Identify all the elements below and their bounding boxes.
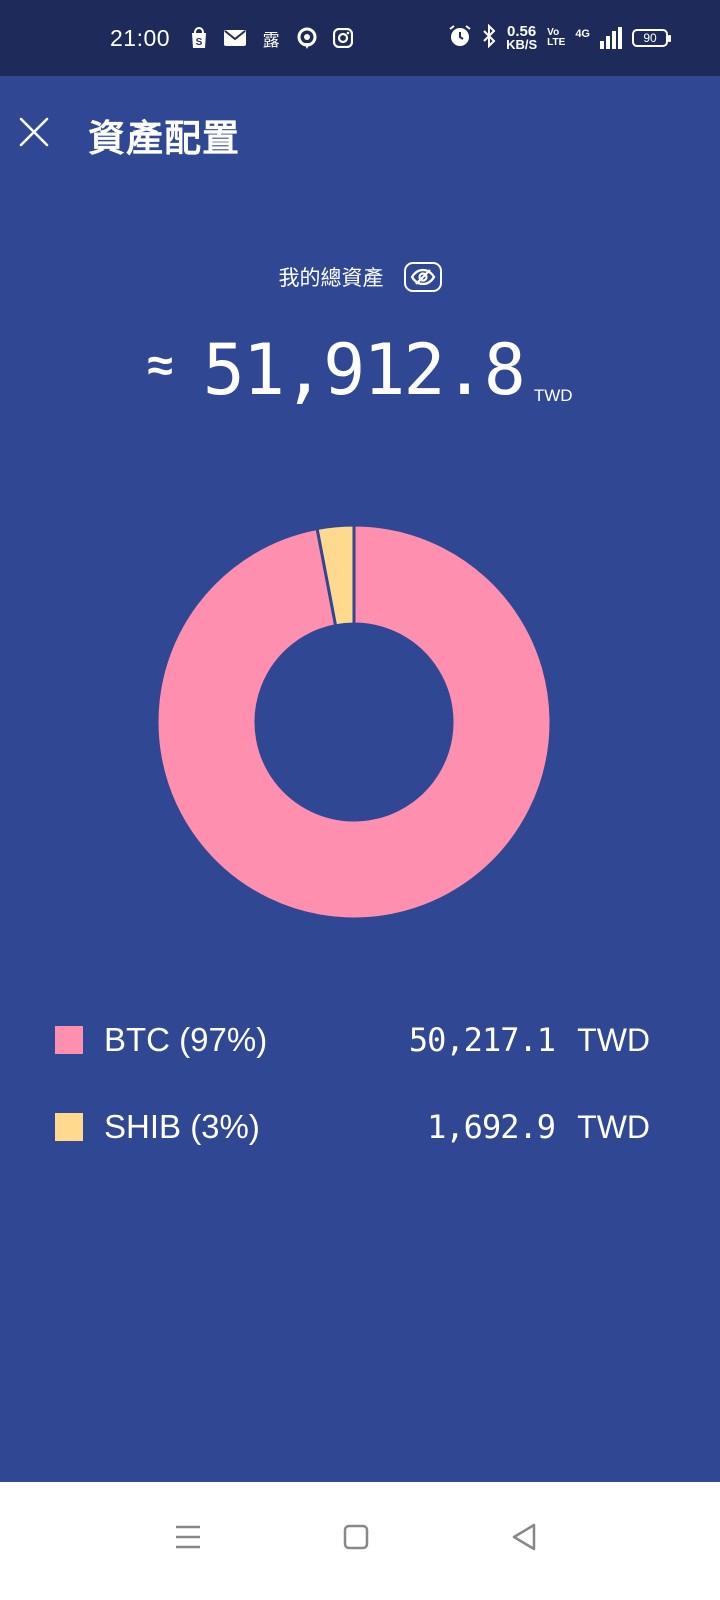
toggle-visibility-button[interactable] <box>403 262 442 292</box>
nav-back-button[interactable] <box>499 1512 549 1562</box>
total-assets-row: ≈ 51,912.8 TWD <box>0 330 720 410</box>
legend-unit-btc: TWD <box>577 1021 650 1058</box>
network-speed: 0.56 KB/S <box>506 23 538 52</box>
alarm-icon <box>448 24 472 53</box>
map-pin-icon <box>296 27 318 49</box>
legend-label-shib: SHIB (3%) <box>104 1108 260 1145</box>
volte-indicator: Vo LTE <box>547 28 565 48</box>
legend-value-shib: 1,692.9 <box>427 1108 556 1146</box>
total-assets-unit: TWD <box>533 386 573 405</box>
legend-row-btc[interactable]: BTC (97%) 50,217.1 TWD <box>55 1015 655 1065</box>
total-assets-header: 我的總資產 <box>0 262 720 292</box>
system-icons: 0.56 KB/S Vo LTE 4G 90 <box>448 0 671 76</box>
battery-icon: 90 <box>632 29 671 47</box>
page-title: 資產配置 <box>88 118 240 159</box>
allocation-donut-chart <box>157 525 551 919</box>
close-icon <box>19 117 49 147</box>
bluetooth-icon <box>482 23 496 53</box>
legend-value-btc: 50,217.1 <box>408 1021 556 1059</box>
back-icon <box>512 1523 536 1551</box>
approx-symbol: ≈ <box>147 339 173 391</box>
status-time: 21:00 <box>110 24 171 51</box>
nav-menu-button[interactable] <box>163 1512 213 1562</box>
total-assets-label: 我的總資產 <box>278 267 384 290</box>
home-icon <box>343 1524 369 1550</box>
network-speed-unit: KB/S <box>506 37 538 52</box>
app-bar: 資產配置 <box>0 76 720 192</box>
network-speed-value: 0.56 <box>507 23 537 40</box>
notification-icons: S 露 <box>188 27 354 50</box>
app-notification-icon: 露 <box>262 30 280 50</box>
legend-swatch-shib <box>55 1113 83 1141</box>
volte-top: Vo <box>547 27 560 38</box>
close-button[interactable] <box>14 112 54 152</box>
mail-icon <box>224 27 247 49</box>
network-type: 4G <box>575 28 590 40</box>
svg-text:S: S <box>196 37 203 48</box>
donut-slice-shib <box>315 525 356 628</box>
instagram-icon <box>332 27 354 49</box>
donut-slice-btc <box>157 525 551 919</box>
nav-home-button[interactable] <box>331 1512 381 1562</box>
legend-swatch-btc <box>55 1026 83 1054</box>
battery-level: 90 <box>643 31 657 45</box>
menu-icon <box>176 1525 200 1549</box>
legend-unit-shib: TWD <box>577 1108 650 1145</box>
volte-bottom: LTE <box>547 37 566 48</box>
legend-row-shib[interactable]: SHIB (3%) 1,692.9 TWD <box>55 1102 655 1152</box>
eye-off-icon <box>410 268 435 286</box>
total-assets-value: 51,912.8 <box>202 329 526 411</box>
status-bar: 21:00 S 露 0.56 KB/S Vo LTE 4G <box>0 0 720 76</box>
signal-icon <box>600 27 622 49</box>
shopping-bag-icon: S <box>188 27 210 49</box>
legend-label-btc: BTC (97%) <box>104 1021 268 1058</box>
navigation-bar <box>0 1482 720 1600</box>
